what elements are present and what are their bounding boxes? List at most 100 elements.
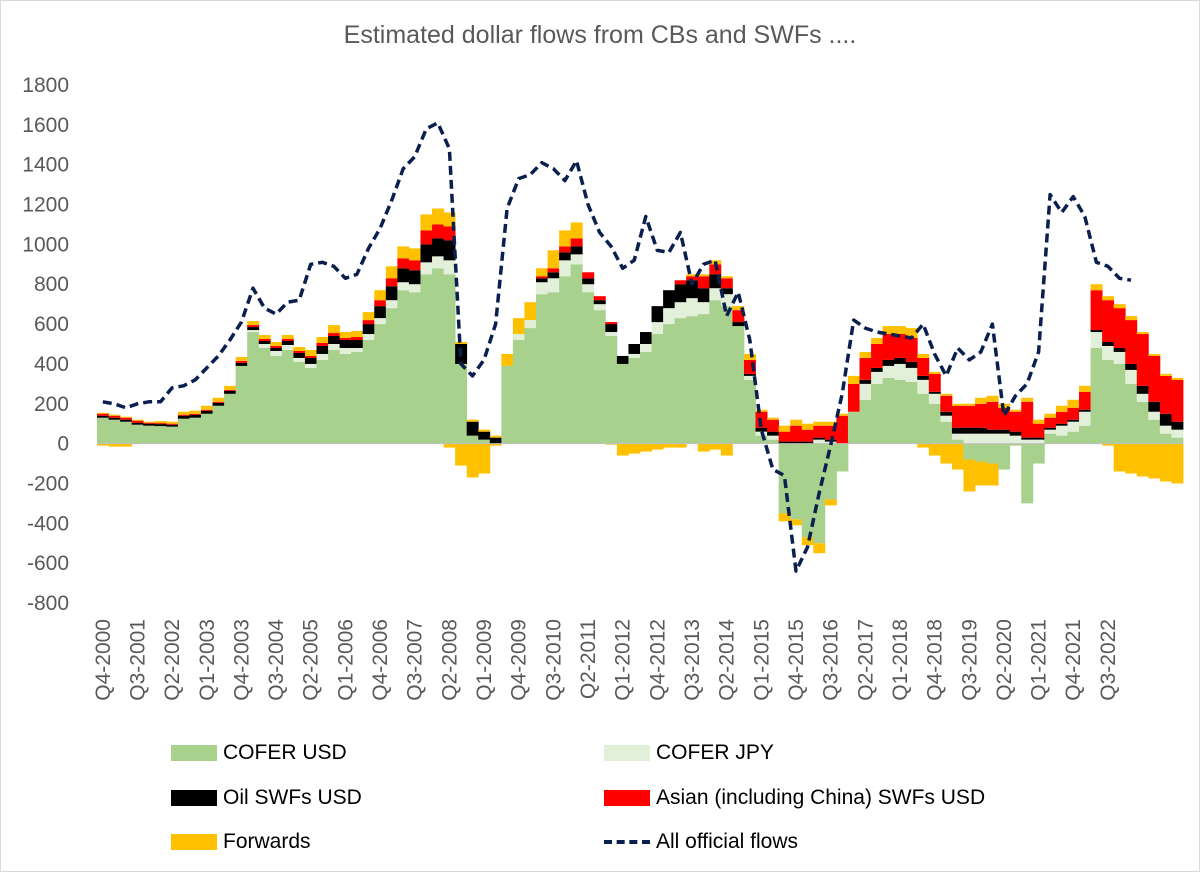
bar-forwards-negative bbox=[97, 443, 109, 446]
y-tick-label: 400 bbox=[34, 353, 69, 376]
bar-asian-including-china-swfs-usd bbox=[1055, 411, 1068, 424]
bar-asian-including-china-swfs-usd bbox=[778, 431, 791, 442]
bar-asian-including-china-swfs-usd bbox=[339, 338, 352, 341]
bar-cofer-usd bbox=[767, 439, 780, 444]
bar-forwards-negative bbox=[709, 443, 722, 450]
bar-cofer-usd bbox=[1044, 433, 1057, 444]
bar-forwards-negative bbox=[917, 443, 930, 448]
bar-cofer-usd bbox=[524, 328, 537, 444]
bar-oil-swfs-usd bbox=[674, 284, 687, 303]
bar-forwards-negative bbox=[1113, 443, 1126, 472]
bar-oil-swfs-usd bbox=[570, 246, 583, 255]
bar-asian-including-china-swfs-usd bbox=[224, 389, 237, 391]
bar-asian-including-china-swfs-usd bbox=[605, 322, 618, 325]
bar-oil-swfs-usd bbox=[281, 341, 294, 345]
y-tick-label: 1200 bbox=[22, 194, 69, 217]
x-tick-label: Q2-2011 bbox=[577, 619, 600, 699]
bar-oil-swfs-usd bbox=[1159, 413, 1172, 426]
bar-asian-including-china-swfs-usd bbox=[120, 417, 133, 420]
bar-asian-including-china-swfs-usd bbox=[328, 333, 341, 337]
bar-forwards bbox=[247, 321, 260, 326]
bar-forwards bbox=[824, 421, 837, 426]
bar-forwards-negative bbox=[443, 443, 456, 448]
bar-oil-swfs-usd bbox=[316, 345, 329, 354]
bar-cofer-usd bbox=[154, 426, 167, 444]
bar-oil-swfs-usd bbox=[882, 359, 895, 366]
bar-oil-swfs-usd bbox=[559, 252, 572, 261]
bar-oil-swfs-usd bbox=[616, 355, 629, 364]
bar-asian-including-china-swfs-usd bbox=[570, 238, 583, 247]
bar-forwards bbox=[1113, 304, 1126, 309]
legend-item-forwards: Forwards bbox=[171, 830, 311, 854]
bar-cofer-usd bbox=[108, 419, 121, 444]
bar-oil-swfs-usd bbox=[917, 375, 930, 380]
y-tick-label: -600 bbox=[27, 552, 69, 575]
x-tick-label: Q3-2001 bbox=[126, 619, 149, 701]
bar-forwards-negative bbox=[651, 443, 664, 450]
bar-forwards bbox=[304, 349, 317, 356]
bar-asian-including-china-swfs-usd bbox=[154, 423, 167, 425]
bar-asian-including-china-swfs-usd bbox=[697, 276, 710, 289]
bar-forwards bbox=[1067, 399, 1080, 408]
bar-forwards bbox=[859, 351, 872, 358]
bar-asian-including-china-swfs-usd bbox=[1113, 308, 1126, 348]
bar-asian-including-china-swfs-usd bbox=[720, 278, 733, 289]
bar-oil-swfs-usd bbox=[697, 288, 710, 303]
x-tick-label: Q3-2007 bbox=[404, 619, 427, 701]
bar-cofer-usd bbox=[871, 383, 884, 444]
bar-oil-swfs-usd bbox=[628, 344, 641, 354]
x-tick-label: Q3-2016 bbox=[820, 619, 843, 701]
x-tick-label: Q1-2003 bbox=[196, 619, 219, 701]
bar-oil-swfs-usd bbox=[1090, 330, 1103, 333]
bar-asian-including-china-swfs-usd bbox=[408, 260, 421, 271]
bar-forwards bbox=[258, 335, 271, 340]
bar-cofer-usd bbox=[328, 349, 341, 444]
bar-forwards bbox=[1125, 316, 1138, 321]
bar-cofer-usd bbox=[143, 425, 156, 444]
bar-oil-swfs-usd bbox=[385, 286, 398, 301]
bar-cofer-jpy bbox=[420, 262, 433, 275]
bar-forwards bbox=[570, 222, 583, 239]
y-tick-label: -200 bbox=[27, 472, 69, 495]
bar-forwards bbox=[882, 326, 895, 335]
bar-forwards bbox=[963, 403, 976, 406]
bar-asian-including-china-swfs-usd bbox=[351, 337, 364, 341]
bar-asian-including-china-swfs-usd bbox=[743, 359, 756, 374]
bar-forwards bbox=[512, 318, 525, 335]
bar-asian-including-china-swfs-usd bbox=[270, 345, 283, 348]
bar-cofer-jpy bbox=[1136, 393, 1149, 402]
bar-oil-swfs-usd bbox=[166, 424, 179, 427]
legend-swatch-asian-swfs bbox=[604, 790, 650, 806]
bar-cofer-jpy bbox=[663, 308, 676, 325]
bar-oil-swfs-usd bbox=[108, 417, 121, 420]
legend-item-cofer-usd: COFER USD bbox=[171, 741, 347, 765]
bar-asian-including-china-swfs-usd bbox=[1136, 334, 1149, 386]
bar-cofer-jpy bbox=[1148, 411, 1161, 420]
bar-cofer-usd bbox=[351, 351, 364, 444]
bar-forwards bbox=[420, 214, 433, 231]
bar-cofer-jpy bbox=[605, 332, 618, 337]
bar-asian-including-china-swfs-usd bbox=[732, 310, 745, 323]
bar-cofer-jpy bbox=[975, 433, 987, 444]
bar-asian-including-china-swfs-usd bbox=[905, 338, 918, 362]
bar-asian-including-china-swfs-usd bbox=[293, 350, 306, 353]
bar-cofer-jpy bbox=[1055, 425, 1068, 436]
bar-cofer-usd bbox=[616, 363, 629, 444]
bar-forwards bbox=[743, 353, 756, 360]
bar-cofer-usd bbox=[720, 306, 733, 444]
bar-cofer-usd bbox=[189, 417, 202, 444]
bar-oil-swfs-usd bbox=[1136, 385, 1149, 394]
bar-forwards-negative bbox=[790, 519, 803, 526]
bar-cofer-usd bbox=[905, 381, 918, 444]
bar-oil-swfs-usd bbox=[131, 422, 144, 425]
bar-cofer-jpy bbox=[385, 300, 398, 309]
bar-oil-swfs-usd bbox=[1125, 363, 1138, 370]
bar-cofer-usd bbox=[166, 426, 179, 444]
bar-cofer-jpy bbox=[432, 256, 444, 269]
bar-forwards-negative bbox=[478, 443, 491, 474]
bar-forwards bbox=[686, 274, 699, 277]
bar-forwards bbox=[1090, 284, 1103, 291]
bar-forwards-negative bbox=[640, 443, 652, 452]
bar-forwards bbox=[177, 411, 190, 415]
